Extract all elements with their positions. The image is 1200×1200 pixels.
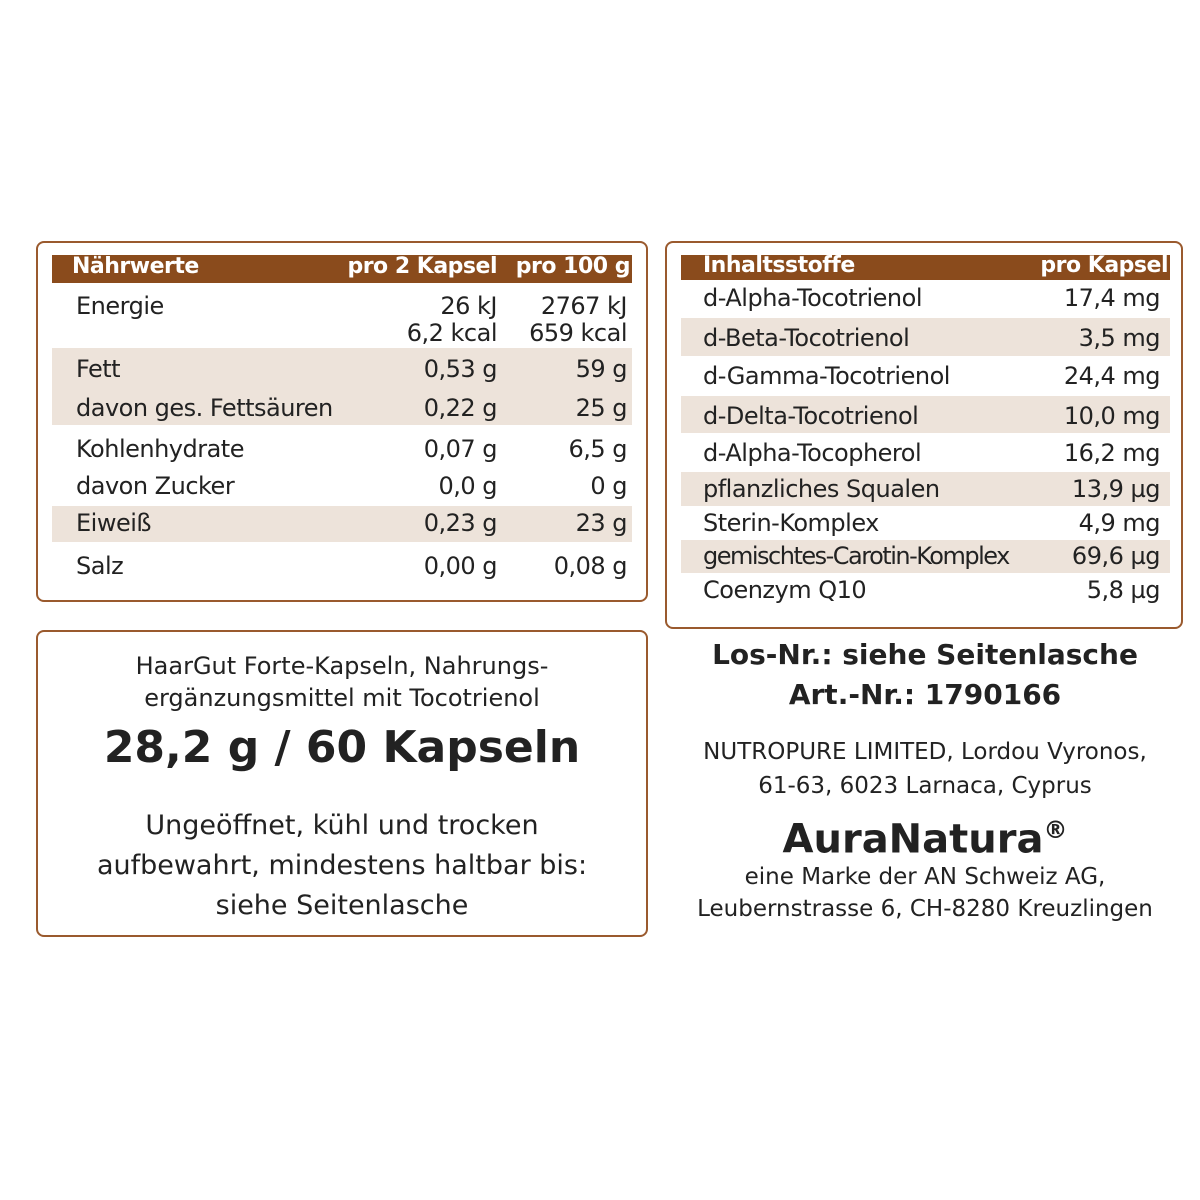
brand: AuraNatura® xyxy=(660,805,1190,864)
table-cell: 659 kcal xyxy=(529,319,627,347)
manufacturer: NUTROPURE LIMITED, Lordou Vyronos, 61-63,… xyxy=(660,735,1190,803)
table-cell: 3,5 mg xyxy=(1078,324,1161,352)
nutrition-box xyxy=(36,241,648,602)
article-number: Art.-Nr.: 1790166 xyxy=(788,678,1062,711)
table-cell: d-Delta-Tocotrienol xyxy=(703,402,919,430)
text-line: Leubernstrasse 6, CH-8280 Kreuzlingen xyxy=(697,896,1153,922)
header-bar xyxy=(681,255,1170,280)
table-cell: Energie xyxy=(76,292,164,320)
table-cell: Sterin-Komplex xyxy=(703,509,879,537)
text-line: ergänzungsmittel mit Tocotrienol xyxy=(144,684,540,712)
product-box: HaarGut Forte-Kapseln, Nahrungs-ergänzun… xyxy=(36,630,648,937)
table-cell: 0 g xyxy=(590,472,627,500)
header-cell: pro 2 Kapsel xyxy=(347,254,497,279)
text-line: NUTROPURE LIMITED, Lordou Vyronos, xyxy=(703,739,1147,765)
table-cell: 4,9 mg xyxy=(1078,509,1161,537)
table-cell: d-Beta-Tocotrienol xyxy=(703,324,910,352)
row-shade xyxy=(681,396,1170,433)
table-cell: 59 g xyxy=(575,355,628,383)
description: HaarGut Forte-Kapseln, Nahrungs-ergänzun… xyxy=(38,650,646,714)
table-cell: 0,0 g xyxy=(438,472,497,500)
row-shade xyxy=(52,506,632,542)
table-cell: 69,6 µg xyxy=(1071,542,1161,570)
ingredients-box xyxy=(665,241,1183,629)
table-cell: 23 g xyxy=(575,509,628,537)
table-cell: Salz xyxy=(76,552,124,580)
company-info: Los-Nr.: siehe Seitenlasche Art.-Nr.: 17… xyxy=(660,635,1190,935)
table-cell: d-Alpha-Tocotrienol xyxy=(703,284,922,312)
table-cell: davon ges. Fettsäuren xyxy=(76,394,333,422)
table-cell: Coenzym Q10 xyxy=(703,576,867,604)
header-bar xyxy=(52,255,632,283)
table-cell: davon Zucker xyxy=(76,472,235,500)
header-cell: Nährwerte xyxy=(72,254,199,279)
table-cell: 0,07 g xyxy=(423,435,498,463)
text-line: Ungeöffnet, kühl und trocken xyxy=(145,810,539,841)
table-cell: 16,2 mg xyxy=(1063,439,1161,467)
header-cell: pro Kapsel xyxy=(1040,253,1168,278)
row-shade xyxy=(681,318,1170,356)
table-cell: pflanzliches Squalen xyxy=(703,475,940,503)
table-cell: Eiweiß xyxy=(76,509,152,537)
table-cell: 24,4 mg xyxy=(1063,362,1161,390)
text-line: 61-63, 6023 Larnaca, Cyprus xyxy=(758,773,1092,799)
text-line: eine Marke der AN Schweiz AG, xyxy=(744,864,1106,890)
table-cell: 0,22 g xyxy=(423,394,498,422)
table-cell: 17,4 mg xyxy=(1063,284,1161,312)
table-cell: 6,2 kcal xyxy=(406,319,498,347)
table-cell: 2767 kJ xyxy=(540,292,628,320)
row-shade xyxy=(681,540,1170,573)
table-cell: Fett xyxy=(76,355,121,383)
table-cell: 0,00 g xyxy=(423,552,498,580)
header-cell: Inhaltsstoffe xyxy=(703,253,855,278)
table-cell: 0,53 g xyxy=(423,355,498,383)
table-cell: Kohlenhydrate xyxy=(76,435,244,463)
brand-mark: ® xyxy=(1043,816,1068,844)
row-shade xyxy=(681,472,1170,506)
row-shade xyxy=(52,348,632,425)
table-cell: 6,5 g xyxy=(568,435,627,463)
table-cell: 13,9 µg xyxy=(1071,475,1161,503)
table-cell: 25 g xyxy=(575,394,628,422)
table-cell: 0,23 g xyxy=(423,509,498,537)
table-cell: 26 kJ xyxy=(440,292,497,320)
header-cell: pro 100 g xyxy=(515,254,631,279)
text-line: HaarGut Forte-Kapseln, Nahrungs- xyxy=(135,652,549,680)
brand-name: AuraNatura xyxy=(782,816,1044,863)
table-cell: 10,0 mg xyxy=(1063,402,1161,430)
table-cell: 0,08 g xyxy=(553,552,628,580)
brand-owner: eine Marke der AN Schweiz AG, Leubernstra… xyxy=(660,861,1190,925)
table-cell: 5,8 µg xyxy=(1086,576,1161,604)
table-cell: d-Gamma-Tocotrienol xyxy=(703,362,950,390)
lot-number: Los-Nr.: siehe Seitenlasche xyxy=(712,638,1138,671)
quantity: 28,2 g / 60 Kapseln xyxy=(103,722,581,773)
table-cell: d-Alpha-Tocopherol xyxy=(703,439,922,467)
storage: Ungeöffnet, kühl und trocken aufbewahrt, … xyxy=(38,806,646,926)
text-line: siehe Seitenlasche xyxy=(215,890,469,921)
text-line: aufbewahrt, mindestens haltbar bis: xyxy=(96,850,588,881)
table-cell: gemischtes-Carotin-Komplex xyxy=(703,542,1010,570)
